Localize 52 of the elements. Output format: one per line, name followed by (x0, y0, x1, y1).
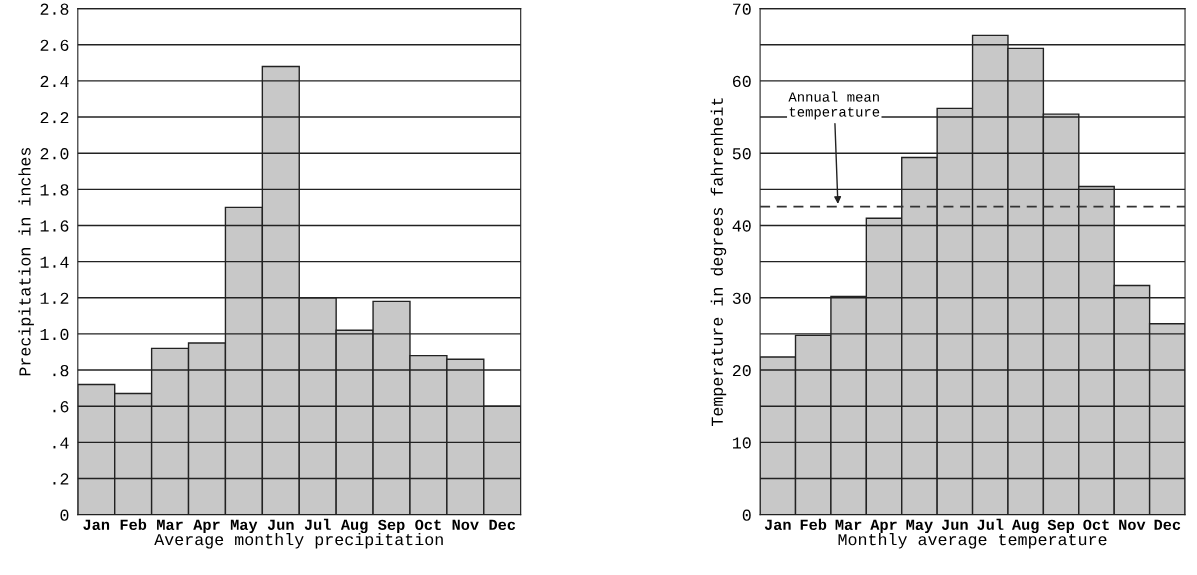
x-tick-label: Dec (489, 519, 516, 531)
x-tick-label: Jun (267, 519, 294, 531)
x-tick-label: Nov (1119, 519, 1146, 531)
y-tick-label: 2.0 (40, 148, 69, 160)
y-tick-label: 1.2 (40, 292, 69, 304)
x-tick-label: Apr (193, 519, 220, 534)
x-tick-label: Oct (1083, 519, 1109, 531)
x-tick-label: Oct (415, 519, 441, 531)
y-tick-label: 50 (732, 148, 751, 160)
x-tick-label: Dec (1154, 519, 1181, 531)
x-axis-title: Monthly average temperature (838, 533, 1107, 549)
x-tick-label: Feb (120, 518, 147, 531)
y-tick-label: 60 (732, 75, 751, 88)
x-tick-label: May (906, 519, 933, 534)
y-tick-label: 1.6 (40, 220, 69, 232)
x-tick-label: Sep (378, 519, 405, 534)
x-tick-label: Jan (83, 519, 110, 531)
y-axis-title: Precipitation in inches (18, 147, 34, 376)
y-tick-label: 2.2 (40, 111, 69, 124)
y-tick-label: .4 (53, 437, 69, 449)
y-tick-label: 30 (732, 292, 751, 304)
y-tick-label: 1.8 (40, 184, 69, 196)
x-tick-label: Jul (304, 518, 331, 531)
x-tick-label: Aug (1011, 519, 1039, 534)
x-tick-label: Mar (835, 519, 862, 531)
y-tick-label: 40 (732, 220, 751, 232)
y-tick-label: 2.6 (40, 39, 69, 51)
y-tick-label: 2.4 (40, 75, 69, 87)
y-tick-label: 2.8 (40, 3, 69, 15)
x-tick-label: Apr (870, 519, 897, 534)
x-tick-label: May (230, 519, 258, 534)
x-tick-label: Aug (340, 519, 368, 534)
y-tick-label: 20 (732, 364, 751, 377)
y-axis-title: Temperature in degrees fahrenheit (710, 98, 727, 427)
y-tick-label: 70 (733, 3, 751, 15)
y-tick-label: 0 (60, 509, 69, 521)
y-tick-label: 1.0 (40, 328, 69, 341)
y-tick-label: 10 (732, 437, 751, 449)
x-tick-label: Feb (800, 518, 827, 531)
x-tick-label: Jan (764, 519, 791, 531)
y-tick-label: .6 (53, 401, 69, 413)
y-tick-label: .8 (53, 364, 69, 377)
x-tick-label: Nov (452, 519, 479, 531)
x-tick-label: Sep (1047, 519, 1075, 534)
y-tick-label: .2 (53, 473, 69, 485)
x-tick-label: Mar (157, 519, 183, 531)
x-tick-label: Jul (977, 518, 1004, 531)
ref-line-label: Annual mean temperature (788, 91, 880, 120)
x-axis-title: Average monthly precipitation (154, 533, 443, 549)
y-tick-label: 1.4 (40, 256, 69, 268)
y-tick-label: 0 (742, 509, 751, 521)
x-tick-label: Jun (941, 519, 968, 531)
